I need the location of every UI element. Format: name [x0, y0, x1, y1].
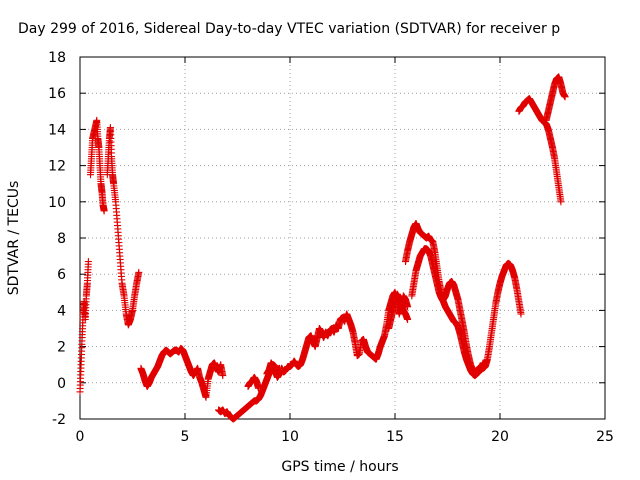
grid-lines — [80, 57, 605, 419]
y-tick-label: -2 — [52, 412, 66, 428]
y-tick-label: 16 — [48, 86, 66, 102]
data-point — [557, 198, 565, 206]
y-tick-label: 6 — [57, 267, 66, 283]
y-tick-label: 10 — [48, 195, 66, 211]
data-point — [135, 268, 143, 276]
x-tick-label: 10 — [281, 429, 299, 445]
x-tick-label: 5 — [181, 429, 190, 445]
x-tick-label: 15 — [386, 429, 404, 445]
x-tick-label: 20 — [491, 429, 509, 445]
y-tick-label: 8 — [57, 231, 66, 247]
y-tick-labels: -2 0 2 4 6 8 10 12 14 16 18 — [48, 50, 66, 428]
x-tick-label: 25 — [596, 429, 614, 445]
y-tick-label: 4 — [57, 303, 66, 319]
x-tick-labels: 0 5 10 15 20 25 — [76, 429, 614, 445]
y-tick-label: 12 — [48, 159, 66, 175]
chart-title: Day 299 of 2016, Sidereal Day-to-day VTE… — [18, 21, 560, 37]
data-point — [517, 310, 525, 318]
y-tick-label: 14 — [48, 122, 66, 138]
plot-frame — [79, 56, 606, 420]
y-tick-label: 0 — [57, 376, 66, 392]
y-tick-label: 18 — [48, 50, 66, 66]
y-tick-label: 2 — [57, 340, 66, 356]
data-point — [561, 93, 569, 101]
data-point — [84, 258, 92, 266]
x-axis-label: GPS time / hours — [281, 459, 398, 475]
x-tick-label: 0 — [76, 429, 85, 445]
data-point — [100, 207, 108, 215]
data-point — [255, 384, 262, 392]
data-point — [219, 372, 227, 380]
y-axis-label: SDTVAR / TECUs — [6, 181, 22, 296]
data-points — [76, 73, 569, 423]
data-point — [404, 315, 412, 323]
